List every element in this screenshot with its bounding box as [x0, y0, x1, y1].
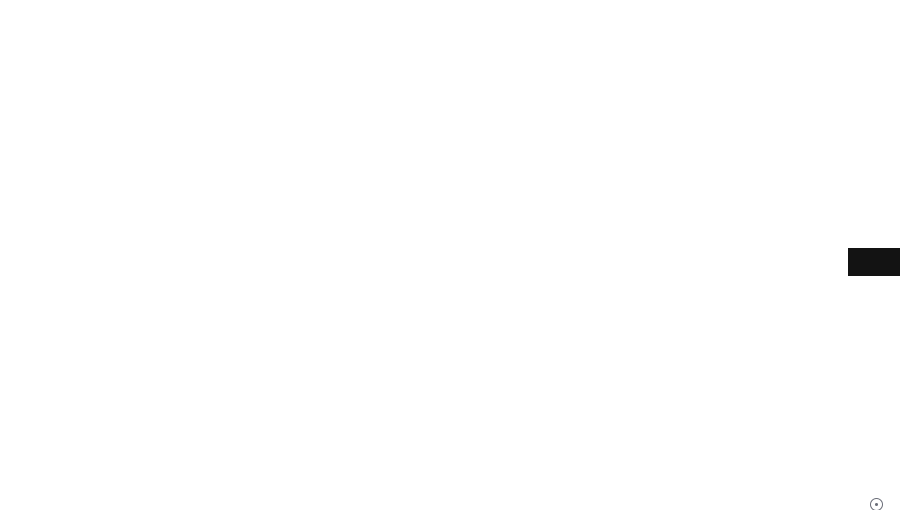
currency-selector[interactable]	[846, 0, 900, 22]
watermark-logo	[24, 447, 104, 479]
current-price-badge	[848, 248, 900, 276]
axis-settings-icon[interactable]	[870, 498, 883, 510]
